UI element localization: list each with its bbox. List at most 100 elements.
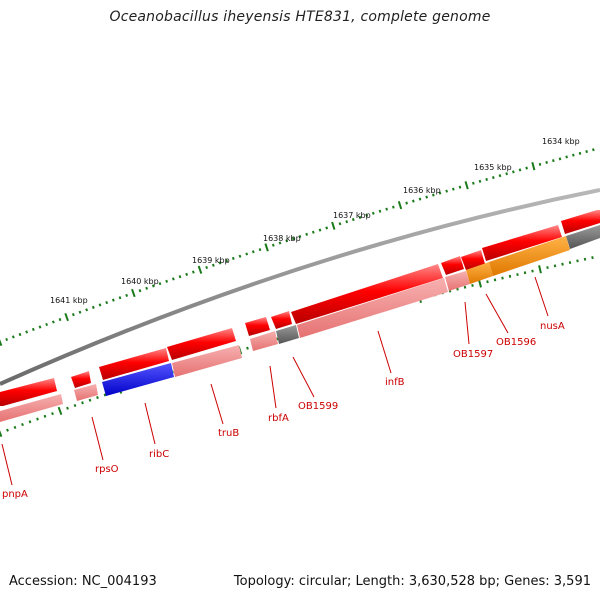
genome-backbone — [0, 188, 600, 386]
gene-arrows-row — [0, 210, 600, 406]
ruler-tick — [405, 201, 408, 205]
inner-tick — [576, 259, 579, 263]
gene-arrow-OB1596[interactable] — [461, 250, 485, 270]
inner-tick — [568, 261, 572, 265]
inner-tick — [546, 266, 549, 270]
ruler-tick — [78, 310, 82, 314]
leader-ribC — [144, 402, 156, 445]
gene-leader-lines — [1, 276, 549, 486]
genome-title: Oceanobacillus iheyensis HTE831, complet… — [109, 9, 491, 25]
ruler-tick — [311, 230, 315, 234]
ruler-tick — [64, 312, 69, 322]
gene-strip-infB[interactable] — [297, 278, 448, 338]
ruler-tick — [138, 289, 142, 293]
gene-strip-ribC[interactable] — [102, 363, 174, 396]
gene-strip-nusA[interactable] — [489, 236, 570, 276]
ruler-tick — [305, 232, 309, 236]
inner-tick — [553, 264, 557, 268]
leader-pnpA — [1, 443, 13, 486]
accession-text: Accession: NC_004193 — [9, 574, 157, 589]
inner-tick — [276, 337, 279, 341]
ruler-tick — [425, 195, 428, 199]
gene-label-ribC: ribC — [149, 449, 169, 460]
inner-tick — [486, 280, 489, 284]
ruler-tick — [285, 239, 289, 243]
inner-tick — [66, 406, 69, 410]
inner-tick — [21, 423, 24, 427]
ruler-tick — [325, 226, 329, 230]
gene-labels: pnpA rpsO ribC truB rbfA OB1599 infB OB1… — [2, 321, 565, 500]
gene-arrow-nusA[interactable] — [482, 225, 562, 261]
kbp-label: 1638 kbp — [263, 234, 301, 243]
gene-strip-rbfA[interactable] — [250, 331, 278, 351]
inner-tick — [6, 428, 9, 432]
ruler-tick — [171, 277, 175, 281]
ruler-tick — [492, 176, 495, 180]
ruler-tick — [25, 330, 29, 334]
ruler-tick — [105, 300, 109, 305]
gene-label-nusA: nusA — [540, 321, 565, 332]
gene-highlight-row — [0, 225, 600, 422]
ruler-tick — [525, 166, 528, 170]
gene-arrow-OB1597[interactable] — [441, 256, 464, 275]
ruler-tick — [238, 254, 242, 258]
inner-tick — [463, 285, 467, 289]
inner-tick — [478, 279, 482, 288]
ruler-tick — [512, 170, 515, 174]
ruler-tick — [98, 303, 102, 307]
gene-strip-next[interactable] — [566, 225, 600, 249]
ruler-tick — [18, 332, 22, 337]
gene-arrow-pnpA[interactable] — [0, 378, 57, 406]
gene-strip-OB1596[interactable] — [466, 262, 493, 284]
inner-tick — [96, 395, 99, 400]
leader-OB1596 — [485, 293, 509, 334]
gene-label-rpsO: rpsO — [95, 464, 119, 475]
ruler-tick — [472, 181, 475, 185]
ruler-tick — [5, 337, 9, 342]
gene-label-infB: infB — [385, 377, 405, 388]
ruler-tick — [218, 261, 222, 265]
ruler-tick — [231, 256, 235, 261]
ruler-tick — [145, 286, 149, 290]
gene-arrow-infB[interactable] — [291, 264, 443, 324]
ruler-tick — [358, 215, 362, 220]
ruler-tick — [38, 325, 42, 329]
gene-arrow-rpsO[interactable] — [71, 371, 91, 388]
kbp-label: 1637 kbp — [333, 211, 371, 220]
ruler-tick — [452, 187, 455, 191]
ruler-tick — [538, 162, 542, 166]
gene-arrow-ribC[interactable] — [99, 348, 169, 380]
gene-arrow-truB[interactable] — [167, 328, 236, 360]
gene-arrow-rbfA[interactable] — [245, 317, 270, 336]
ruler-tick — [45, 322, 49, 327]
gene-strip-OB1597[interactable] — [445, 271, 470, 291]
gene-label-OB1597: OB1597 — [453, 349, 493, 360]
ruler-tick — [578, 151, 582, 155]
ruler-tick — [91, 305, 95, 309]
ruler-tick — [585, 150, 588, 154]
gene-label-OB1596: OB1596 — [496, 337, 536, 348]
kbp-label: 1635 kbp — [474, 163, 512, 172]
ruler-tick — [531, 162, 536, 171]
ruler-tick — [258, 248, 262, 252]
gene-strip-rpsO[interactable] — [74, 384, 98, 401]
ruler-tick — [392, 205, 395, 209]
gene-arrow-OB1599[interactable] — [271, 311, 292, 329]
gene-label-pnpA: pnpA — [2, 489, 28, 500]
gene-strip-pnpA[interactable] — [0, 394, 63, 422]
leader-OB1597 — [464, 301, 470, 345]
gene-strip-OB1599[interactable] — [276, 325, 299, 344]
gene-arrow-next[interactable] — [561, 210, 600, 234]
ruler-tick — [131, 288, 136, 298]
ruler-tick — [245, 252, 249, 256]
ruler-tick — [291, 237, 295, 241]
gene-strip-truB[interactable] — [172, 345, 242, 377]
kbp-label: 1636 kbp — [403, 186, 441, 195]
ruler-tick — [397, 200, 403, 210]
inner-tick — [13, 425, 17, 429]
leader-rbfA — [269, 365, 277, 409]
ruler-tick — [418, 197, 422, 201]
ruler-tick — [31, 327, 35, 332]
ruler-tick — [558, 157, 562, 161]
ruler-tick — [592, 148, 595, 152]
